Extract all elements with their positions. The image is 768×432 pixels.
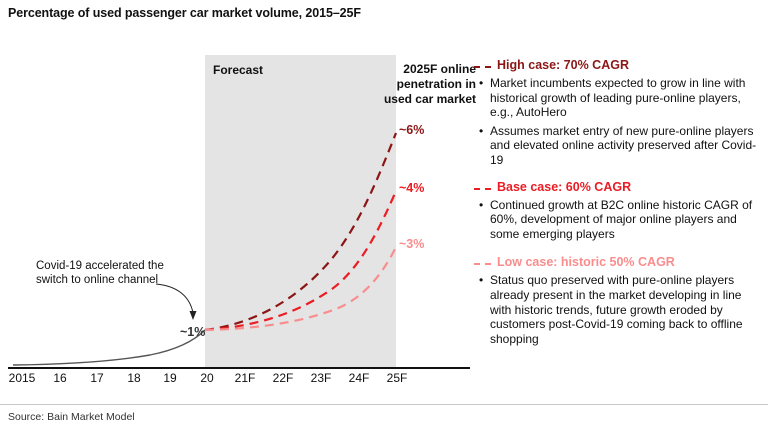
penetration-header-label: 2025F online penetration in used car mar…: [383, 62, 476, 106]
chart-curves: [12, 132, 398, 366]
forecast-band-label: Forecast: [213, 63, 264, 77]
list-item: Status quo preserved with pure-online pl…: [474, 273, 766, 346]
data-label-low-case: ~3%: [399, 237, 425, 251]
series-historic-line: [12, 329, 206, 366]
covid-annotation-text: Covid-19 accelerated the switch to onlin…: [36, 260, 164, 286]
x-axis-tick-labels: 2015 16 17 18 19 20 21F 22F 23F 24F 25F: [0, 371, 470, 391]
legend-head-low-case: Low case: historic 50% CAGR: [474, 255, 766, 269]
x-tick-3: 18: [127, 371, 141, 385]
legend-bullets-base-case: Continued growth at B2C online historic …: [474, 198, 766, 242]
x-tick-6: 21F: [234, 371, 256, 385]
list-item: Continued growth at B2C online historic …: [474, 198, 766, 242]
annotation-arrow: [155, 283, 194, 314]
legend-title-low-case: Low case: historic 50% CAGR: [497, 255, 675, 270]
x-tick-2: 17: [90, 371, 104, 385]
data-label-start: ~1%: [180, 325, 206, 339]
series-low-case-line: [204, 246, 397, 332]
footer-divider: [0, 404, 768, 405]
x-tick-0: 2015: [8, 371, 36, 385]
forecast-shaded-band: [205, 55, 396, 368]
x-tick-8: 23F: [310, 371, 332, 385]
legend-group-low-case: Low case: historic 50% CAGR Status quo p…: [474, 255, 766, 346]
x-tick-7: 22F: [272, 371, 294, 385]
annotation-arrowhead: [189, 311, 197, 320]
series-high-case-line: [204, 132, 398, 332]
x-tick-5: 20: [200, 371, 214, 385]
x-tick-4: 19: [163, 371, 177, 385]
legend-title-high-case: High case: 70% CAGR: [497, 58, 629, 72]
series-base-case-line: [204, 190, 398, 332]
legend-title-base-case: Base case: 60% CAGR: [497, 179, 632, 194]
legend-head-high-case: High case: 70% CAGR: [474, 58, 766, 72]
page-title: Percentage of used passenger car market …: [8, 6, 361, 20]
chart-plot-area: Forecast 2025F online penetration in use…: [0, 45, 476, 385]
scenario-legend: High case: 70% CAGR Market incumbents ex…: [474, 58, 766, 353]
data-label-high-case: ~6%: [399, 123, 425, 137]
data-label-base-case: ~4%: [399, 181, 425, 195]
x-tick-9: 24F: [348, 371, 370, 385]
legend-bullets-low-case: Status quo preserved with pure-online pl…: [474, 273, 766, 346]
x-axis-line: [8, 367, 470, 369]
legend-group-high-case: High case: 70% CAGR Market incumbents ex…: [474, 58, 766, 168]
legend-head-base-case: Base case: 60% CAGR: [474, 180, 766, 194]
source-note: Source: Bain Market Model: [8, 411, 135, 423]
x-tick-1: 16: [53, 371, 67, 385]
legend-bullets-high-case: Market incumbents expected to grow in li…: [474, 76, 766, 168]
legend-group-base-case: Base case: 60% CAGR Continued growth at …: [474, 180, 766, 242]
list-item: Market incumbents expected to grow in li…: [474, 76, 766, 120]
list-item: Assumes market entry of new pure-online …: [474, 124, 766, 168]
x-tick-10: 25F: [386, 371, 408, 385]
